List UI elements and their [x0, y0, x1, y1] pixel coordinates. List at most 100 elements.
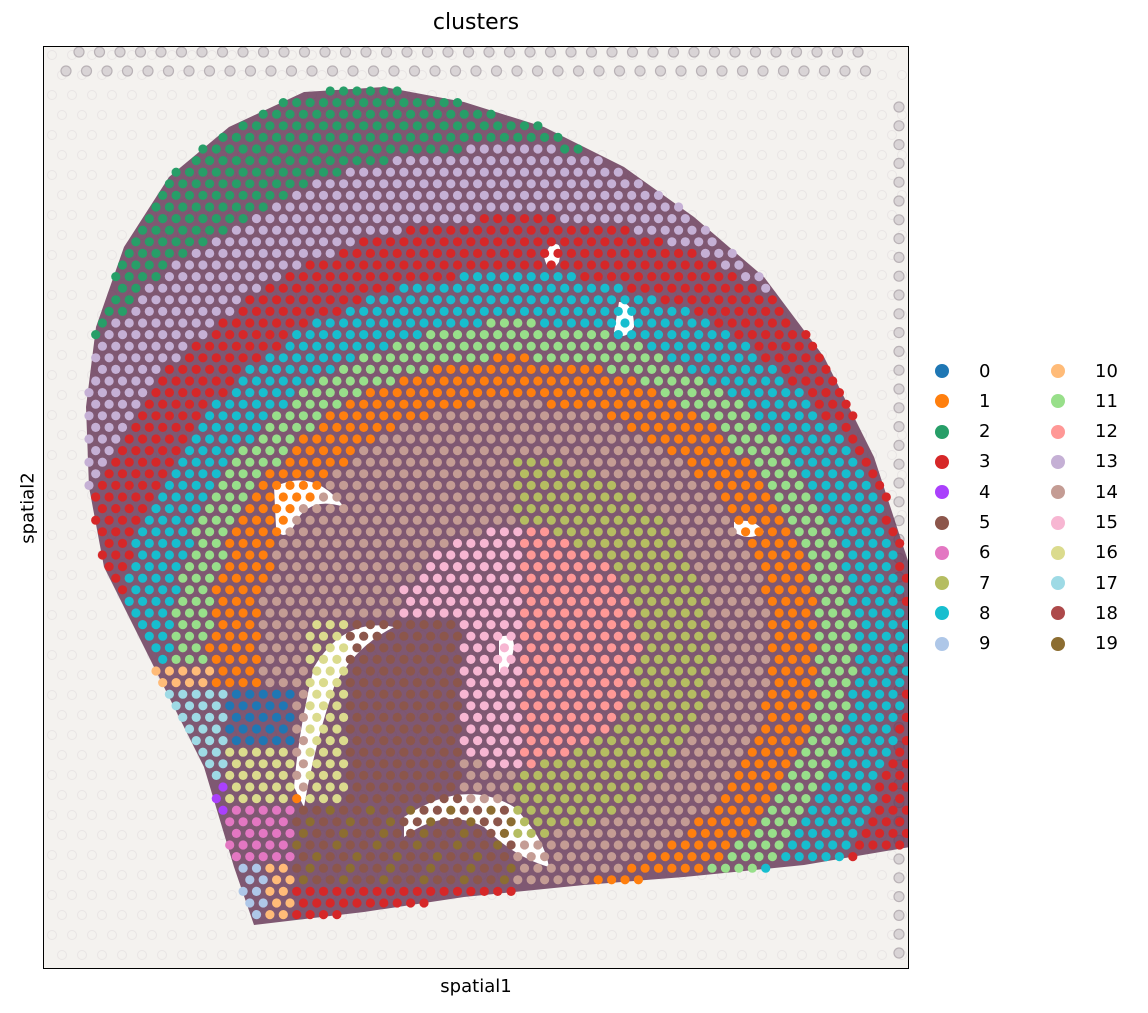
spot-cluster-14: [499, 457, 509, 467]
spot-cluster-14: [761, 631, 771, 641]
spot-cluster-15: [479, 724, 489, 734]
spot-cluster-1: [506, 376, 516, 386]
spot-cluster-15: [506, 701, 516, 711]
spot-cluster-1: [318, 422, 329, 432]
spot-cluster-13: [305, 190, 315, 200]
spot-cluster-12: [560, 585, 570, 595]
spot-cluster-2: [138, 225, 148, 235]
spot-cluster-5: [446, 852, 456, 862]
spot-cluster-1: [761, 492, 771, 502]
spot-cluster-15: [459, 550, 469, 560]
spot-cluster-14: [580, 457, 590, 467]
spot-cluster-0: [258, 689, 268, 699]
spot-cluster-14: [486, 782, 496, 792]
spot-cluster-3: [821, 388, 831, 398]
spot-cluster-12: [613, 678, 623, 688]
spot-cluster-5: [372, 863, 382, 873]
spot-cluster-13: [573, 190, 583, 200]
spot-cluster-3: [653, 237, 664, 247]
spot-cluster-15: [419, 573, 429, 583]
spot-cluster-5: [486, 875, 496, 885]
spot-cluster-3: [560, 237, 570, 247]
spot-cluster-2: [439, 98, 449, 108]
spot-cluster-5: [493, 817, 503, 827]
spot-cluster-1: [258, 527, 268, 537]
spot-cluster-7: [653, 585, 664, 595]
spot-cluster-1: [439, 399, 449, 409]
spot-cluster-8: [821, 457, 831, 467]
spot-cluster-2: [292, 121, 302, 131]
spot-cluster-1: [700, 434, 711, 444]
spot-cluster-17: [211, 747, 221, 757]
spot-cluster-3: [640, 260, 650, 270]
spot-cluster-4: [218, 805, 228, 815]
spot-cluster-14: [714, 620, 724, 630]
spot-cluster-2: [345, 121, 355, 131]
spot-cluster-15: [493, 631, 503, 641]
spot-cluster-15: [466, 608, 476, 618]
spot-cluster-13: [131, 353, 141, 363]
spot-cluster-11: [660, 388, 670, 398]
spot-cluster-3: [707, 260, 717, 270]
spot-cluster-1: [747, 469, 757, 479]
spot-cluster-11: [499, 341, 509, 351]
spot-cluster-11: [218, 550, 228, 560]
spot-cluster-8: [238, 399, 248, 409]
spot-cluster-1: [499, 388, 509, 398]
spot-cluster-14: [674, 782, 684, 792]
spot-cluster-8: [245, 411, 255, 421]
spot-cluster-3: [144, 422, 154, 432]
spot-cluster-11: [419, 364, 429, 374]
spot-cluster-11: [191, 596, 201, 607]
spot-cluster-11: [285, 434, 295, 444]
spot-cluster-8: [225, 399, 235, 409]
spot-cluster-14: [426, 469, 436, 479]
spot-cluster-8: [888, 712, 898, 723]
spot-cluster-12: [519, 678, 530, 688]
spot-cluster-14: [473, 759, 483, 769]
spot-cluster-14: [419, 457, 429, 467]
legend-item-4: 4: [935, 477, 990, 507]
spot-cluster-11: [794, 782, 804, 792]
spot-cluster-13: [493, 190, 503, 200]
spot-cluster-14: [392, 457, 402, 467]
spot-cluster-1: [794, 596, 804, 607]
spot-cluster-1: [767, 689, 778, 699]
spot-cluster-3: [372, 237, 382, 247]
spot-cluster-14: [466, 422, 476, 432]
spot-cluster-8: [888, 666, 898, 676]
spot-cluster-7: [687, 643, 697, 653]
spot-cluster-3: [446, 248, 456, 258]
spot-cluster-3: [674, 248, 684, 258]
spot-cluster-15: [486, 550, 496, 560]
spot-cluster-13: [741, 272, 751, 282]
spot-cluster-14: [446, 411, 456, 421]
spot-cluster-13: [91, 446, 101, 456]
spot-cluster-15: [513, 666, 523, 676]
legend-swatch: [935, 606, 949, 621]
spot-cluster-3: [265, 283, 275, 293]
spot-cluster-3: [814, 353, 824, 363]
spot-cluster-10: [178, 666, 188, 676]
spot-cluster-7: [546, 794, 556, 804]
spot-cluster-0: [231, 689, 241, 699]
spot-cluster-14: [392, 596, 402, 607]
spot-cluster-2: [292, 167, 302, 177]
spot-cluster-14: [553, 411, 563, 421]
spot-cluster-14: [479, 515, 489, 525]
spot-cluster-2: [251, 190, 262, 200]
spot-cluster-8: [801, 422, 811, 432]
spot-cluster-8: [607, 318, 617, 328]
spot-cluster-3: [466, 237, 476, 247]
spot-cluster-15: [473, 550, 483, 560]
spot-cluster-11: [821, 596, 831, 607]
spot-cluster-7: [627, 724, 637, 734]
spot-cluster-14: [580, 411, 590, 421]
spot-cluster-14: [352, 573, 362, 583]
spot-cluster-13: [285, 225, 295, 235]
spot-cluster-1: [781, 689, 791, 699]
spot-cluster-1: [734, 515, 744, 525]
spot-cluster-3: [151, 411, 161, 421]
spot-cluster-15: [493, 747, 503, 757]
spot-cluster-14: [385, 608, 396, 618]
